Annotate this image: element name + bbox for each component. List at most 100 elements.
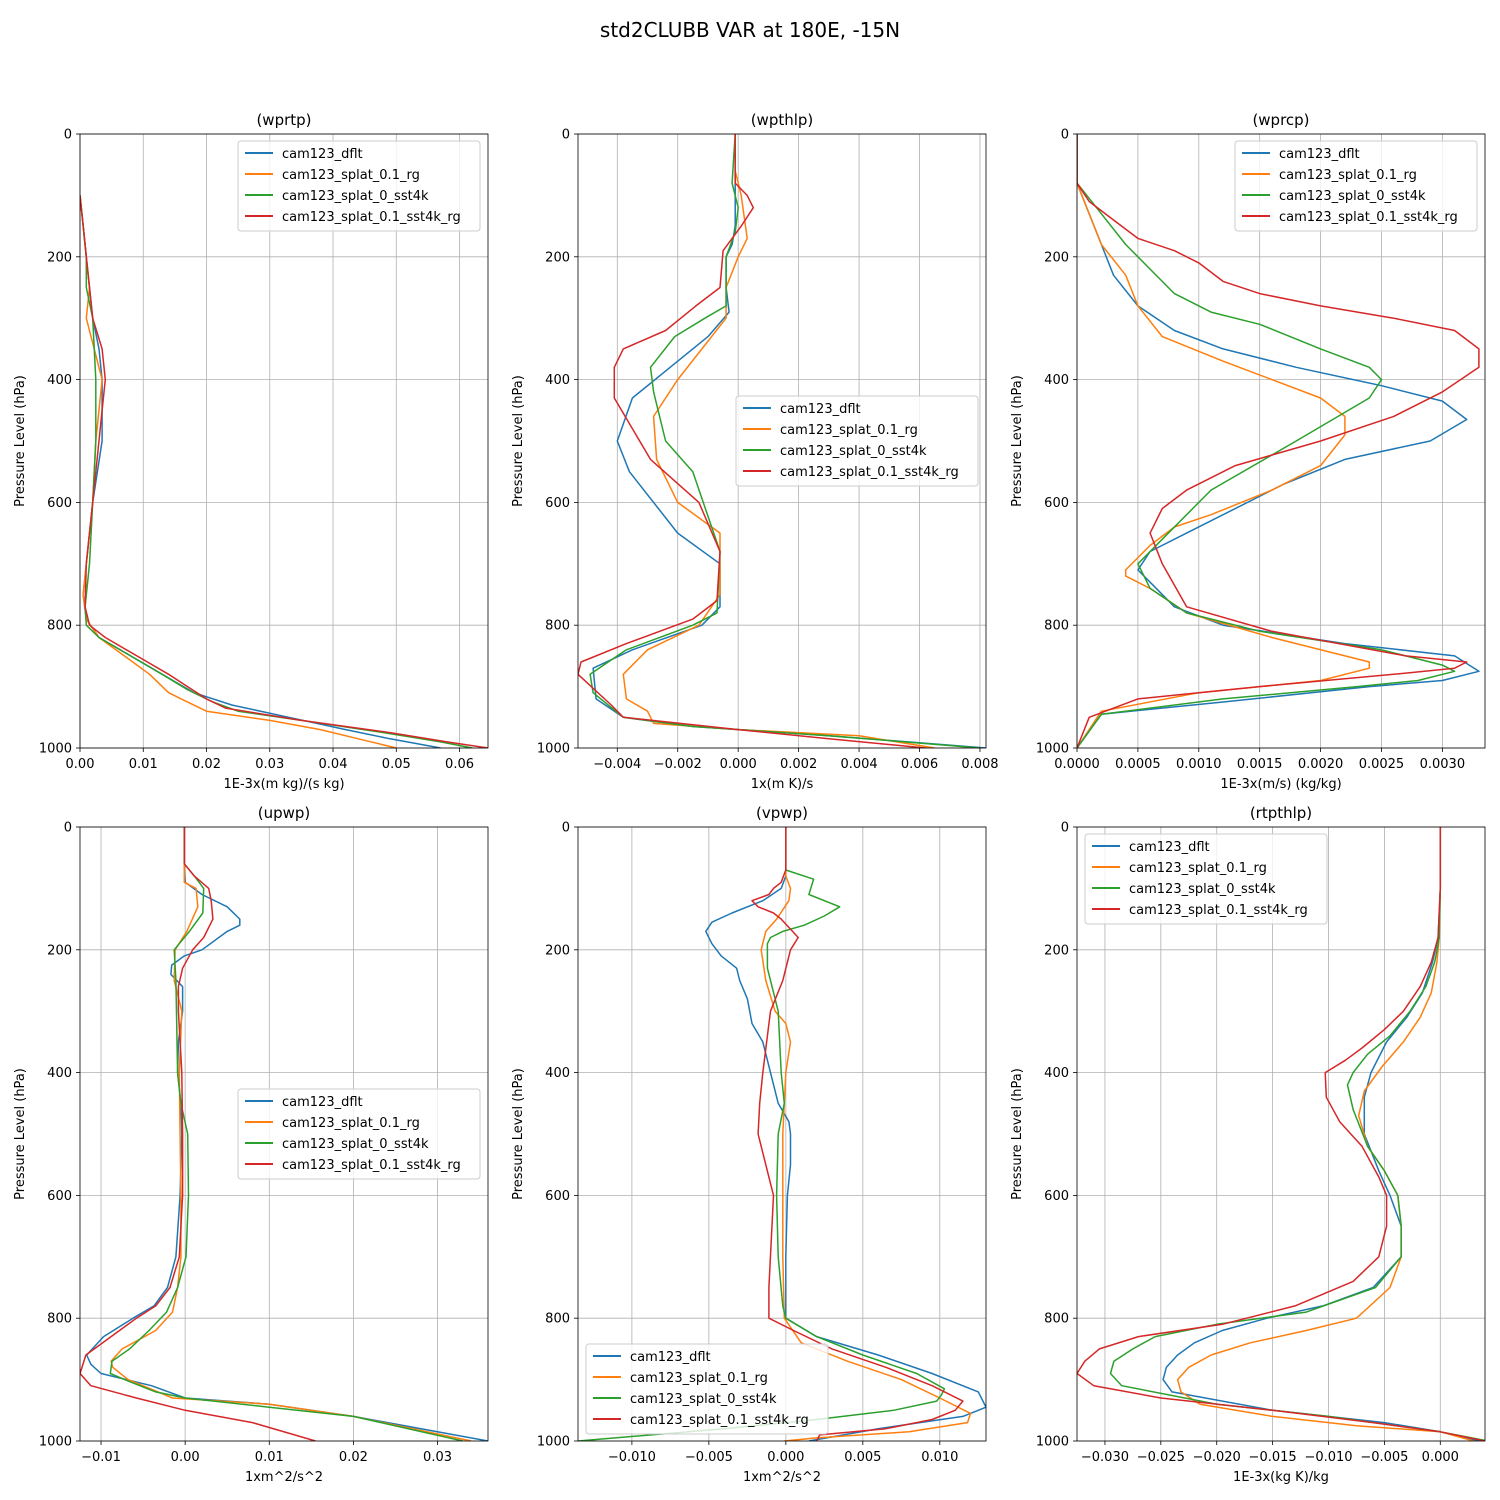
x-tick-label: 0.0000: [1054, 757, 1100, 772]
legend-label: cam123_dflt: [780, 402, 861, 417]
series-line-cam123_splat_0.1_sst4k_rg: [80, 195, 488, 748]
legend: cam123_dflt cam123_splat_0.1_rg cam123_spl…: [735, 395, 979, 487]
x-tick-label: 0.002: [780, 757, 817, 772]
y-tick-label: 800: [1044, 619, 1069, 634]
x-tick-label: 0.0005: [1115, 757, 1161, 772]
chart-wpthlp: −0.004 −0.002 0.000 0.002 0.004 0.006 0.008 0 20…: [511, 111, 999, 792]
y-tick-label: 400: [545, 1066, 570, 1081]
legend-label: cam123_splat_0.1_rg: [630, 1371, 768, 1386]
x-tick-label: −0.01: [81, 1450, 121, 1465]
y-tick-label: 1000: [537, 742, 570, 757]
x-tick-label: 0.004: [840, 757, 877, 772]
y-tick-label: 800: [545, 1312, 570, 1327]
y-tick-label: 0: [64, 821, 72, 836]
legend-label: cam123_splat_0_sst4k: [282, 189, 429, 204]
legend-box: [237, 140, 481, 232]
legend: cam123_dflt cam123_splat_0.1_rg cam123_spl…: [585, 1343, 829, 1435]
chart-title: (upwp): [258, 804, 311, 822]
legend-box: [585, 1343, 829, 1435]
y-tick-label: 1000: [39, 742, 72, 757]
chart-title: (wprtp): [256, 111, 311, 129]
x-tick-label: 0.00: [171, 1450, 200, 1465]
legend-label: cam123_dflt: [1279, 147, 1360, 162]
x-axis-label: 1E-3x(m/s) (kg/kg): [1220, 777, 1341, 792]
y-tick-label: 200: [1044, 250, 1069, 265]
x-tick-label: −0.005: [1360, 1450, 1408, 1465]
axes-frame: [1076, 826, 1486, 1442]
series-line-cam123_dflt: [705, 827, 986, 1441]
y-tick-label: 1000: [39, 1435, 72, 1450]
series-line-cam123_splat_0.1_sst4k_rg: [751, 827, 964, 1441]
chart-title: (wprcp): [1252, 111, 1309, 129]
y-axis-label: Pressure Level (hPa): [13, 375, 28, 507]
x-tick-label: −0.030: [1081, 1450, 1129, 1465]
x-tick-label: 0.03: [255, 757, 284, 772]
x-tick-label: −0.005: [685, 1450, 733, 1465]
legend-label: cam123_splat_0.1_sst4k_rg: [630, 1413, 809, 1428]
chart-vpwp: −0.010 −0.005 0.000 0.005 0.010 0 200 400 600 800…: [511, 804, 987, 1485]
y-tick-label: 800: [1044, 1312, 1069, 1327]
y-tick-label: 600: [47, 496, 72, 511]
y-tick-label: 0: [562, 821, 570, 836]
legend: cam123_dflt cam123_splat_0.1_rg cam123_spl…: [237, 1088, 481, 1180]
y-tick-label: 400: [1044, 373, 1069, 388]
series-line-cam123_splat_0_sst4k: [109, 827, 463, 1441]
y-axis-label: Pressure Level (hPa): [511, 1068, 526, 1200]
y-tick-label: 200: [47, 250, 72, 265]
chart-title: (rtpthlp): [1250, 804, 1312, 822]
legend-label: cam123_splat_0_sst4k: [630, 1392, 777, 1407]
legend-label: cam123_splat_0.1_rg: [780, 423, 918, 438]
series-line-cam123_splat_0.1_rg: [1077, 134, 1371, 748]
y-tick-label: 800: [47, 619, 72, 634]
x-tick-label: −0.010: [1304, 1450, 1352, 1465]
series-line-cam123_splat_0_sst4k: [578, 827, 946, 1441]
legend-label: cam123_splat_0.1_sst4k_rg: [1279, 210, 1458, 225]
legend-label: cam123_splat_0_sst4k: [282, 1137, 429, 1152]
y-tick-label: 600: [47, 1189, 72, 1204]
x-tick-label: 0.02: [339, 1450, 368, 1465]
x-axis-label: 1E-3x(kg K)/kg: [1233, 1470, 1329, 1485]
legend-box: [1234, 140, 1478, 232]
chart-upwp: −0.01 0.00 0.01 0.02 0.03 0 200 400 600 800 1000 (u…: [13, 804, 489, 1485]
legend-label: cam123_splat_0.1_sst4k_rg: [1129, 903, 1308, 918]
legend-label: cam123_dflt: [630, 1350, 711, 1365]
x-tick-label: −0.020: [1193, 1450, 1241, 1465]
y-tick-label: 0: [64, 128, 72, 143]
x-tick-label: 0.03: [423, 1450, 452, 1465]
chart-title: (wpthlp): [751, 111, 814, 129]
y-tick-label: 800: [545, 619, 570, 634]
y-tick-label: 200: [47, 943, 72, 958]
y-tick-label: 1000: [1036, 1435, 1069, 1450]
legend-label: cam123_dflt: [282, 1095, 363, 1110]
y-tick-label: 600: [1044, 496, 1069, 511]
y-tick-label: 0: [1061, 128, 1069, 143]
y-tick-label: 200: [545, 250, 570, 265]
axes-frame: [577, 826, 987, 1442]
x-tick-label: 0.000: [767, 1450, 804, 1465]
legend-label: cam123_splat_0.1_sst4k_rg: [282, 210, 461, 225]
x-tick-label: 0.00: [66, 757, 95, 772]
y-tick-label: 600: [545, 496, 570, 511]
x-tick-label: −0.002: [654, 757, 702, 772]
legend-label: cam123_splat_0.1_sst4k_rg: [780, 465, 959, 480]
legend-label: cam123_dflt: [1129, 840, 1210, 855]
chart-rtpthlp: −0.030 −0.025 −0.020 −0.015 −0.010 −0.005 0.00…: [1010, 804, 1486, 1485]
x-tick-label: 0.0030: [1420, 757, 1466, 772]
x-tick-label: 0.02: [192, 757, 221, 772]
chart-title: (vpwp): [756, 804, 808, 822]
x-tick-label: 0.005: [844, 1450, 881, 1465]
chart-wprcp: 0.0000 0.0005 0.0010 0.0015 0.0020 0.0025 0.00…: [1010, 111, 1486, 792]
x-tick-label: 0.0020: [1298, 757, 1344, 772]
x-tick-label: 0.0015: [1237, 757, 1283, 772]
y-tick-label: 1000: [1036, 742, 1069, 757]
x-tick-label: −0.015: [1249, 1450, 1297, 1465]
y-axis-label: Pressure Level (hPa): [1010, 1068, 1025, 1200]
x-tick-label: −0.010: [608, 1450, 656, 1465]
series-line-cam123_splat_0.1_sst4k_rg: [80, 827, 316, 1441]
x-tick-label: 0.000: [720, 757, 757, 772]
legend-label: cam123_splat_0.1_rg: [1129, 861, 1267, 876]
y-axis-label: Pressure Level (hPa): [511, 375, 526, 507]
y-tick-label: 200: [545, 943, 570, 958]
legend-label: cam123_splat_0_sst4k: [1279, 189, 1426, 204]
series-line-cam123_splat_0.1_sst4k_rg: [1077, 134, 1480, 748]
